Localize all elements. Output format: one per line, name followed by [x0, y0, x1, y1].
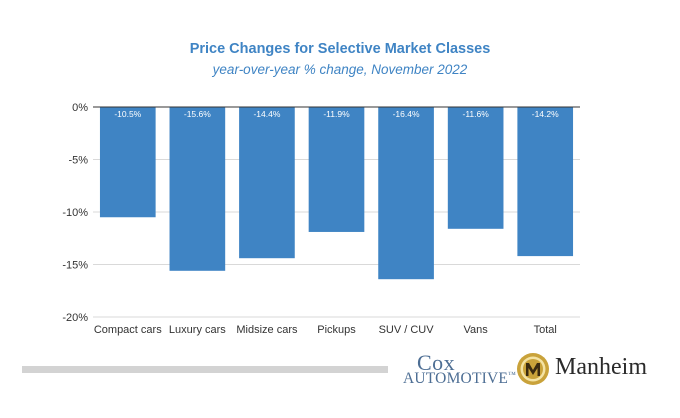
bar-data-label: -11.6%: [462, 109, 489, 119]
x-tick-label: Compact cars: [94, 324, 162, 336]
bar: [517, 107, 574, 257]
manheim-emblem-icon: [517, 353, 549, 385]
y-tick-label: -15%: [62, 260, 88, 272]
bar: [99, 107, 156, 218]
bar: [447, 107, 504, 229]
data-labels: -10.5% -15.6% -14.4% -11.9% -16.4% -11.6% -14.…: [93, 106, 580, 119]
cox-logo-word: Cox: [417, 350, 456, 375]
manheim-logo: Manheim: [516, 350, 666, 390]
x-tick-label: Midsize cars: [236, 324, 298, 336]
bar-data-label: -16.4%: [393, 109, 420, 119]
bar: [169, 107, 226, 271]
cox-logo-automotive: AUTOMOTIVE™: [403, 370, 517, 387]
bar: [378, 107, 434, 280]
x-tick-label: SUV / CUV: [379, 324, 435, 336]
y-tick-label: -10%: [62, 207, 88, 219]
bar-data-label: -11.9%: [323, 109, 350, 119]
x-axis-ticks: Compact cars Luxury cars Midsize cars Picku…: [94, 324, 557, 336]
bar-data-label: -14.2%: [532, 109, 559, 119]
bars: [99, 107, 574, 280]
bar: [239, 107, 295, 259]
y-tick-label: -5%: [68, 155, 88, 167]
y-tick-label: 0%: [72, 102, 88, 114]
x-tick-label: Pickups: [317, 324, 356, 336]
manheim-logo-word: Manheim: [555, 354, 647, 380]
cox-automotive-logo: Cox AUTOMOTIVE™: [400, 350, 516, 390]
bar: [308, 107, 365, 232]
x-tick-label: Luxury cars: [169, 324, 226, 336]
bar-data-label: -15.6%: [184, 109, 211, 119]
footer-divider-bar: [22, 366, 388, 373]
x-tick-label: Vans: [464, 324, 489, 336]
bar-data-label: -14.4%: [253, 109, 280, 119]
chart-subtitle: year-over-year % change, November 2022: [212, 62, 468, 77]
y-axis-ticks: 0% -5% -10% -15% -20%: [62, 102, 88, 324]
chart-title: Price Changes for Selective Market Class…: [189, 41, 491, 57]
y-tick-label: -20%: [62, 312, 88, 324]
bar-data-label: -10.5%: [114, 109, 141, 119]
x-tick-label: Total: [534, 324, 557, 336]
